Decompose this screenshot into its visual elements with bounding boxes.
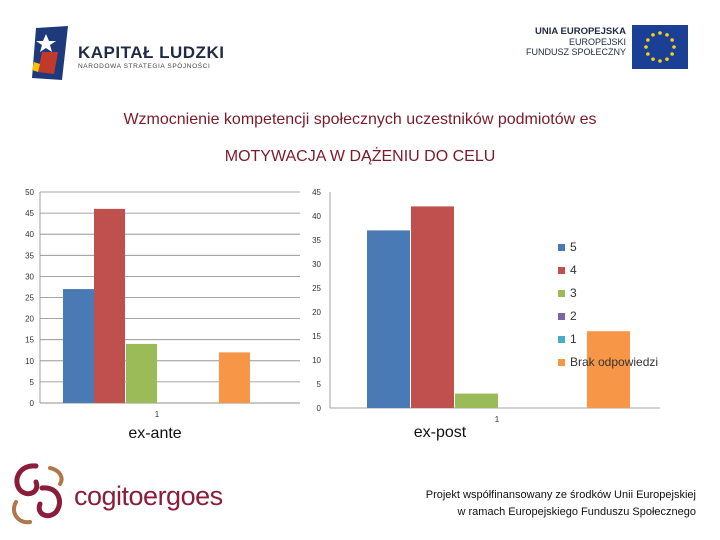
footer-note: Projekt współfinansowany ze środków Unii… — [340, 487, 696, 521]
y-tick-label: 0 — [30, 399, 35, 408]
legend-swatch — [558, 244, 565, 251]
eu-line-1: UNIA EUROPEJSKA — [535, 26, 626, 37]
y-tick-label: 5 — [317, 380, 322, 389]
y-tick-label: 25 — [312, 284, 321, 293]
legend-label: 1 — [570, 332, 577, 346]
legend-label: 3 — [570, 286, 577, 300]
y-tick-label: 25 — [25, 294, 34, 303]
y-tick-label: 15 — [25, 336, 34, 345]
logo-subtitle: NARODOWA STRATEGIA SPÓJNOŚCI — [78, 63, 211, 70]
page-title: Wzmocnienie kompetencji społecznych ucze… — [123, 111, 597, 128]
y-tick-label: 10 — [312, 356, 321, 365]
legend-label: 2 — [570, 309, 577, 323]
legend-label: Brak odpowiedzi — [570, 355, 659, 369]
y-tick-label: 45 — [25, 209, 34, 218]
y-tick-label: 20 — [25, 315, 34, 324]
legend-item: 5 — [558, 240, 678, 263]
legend-swatch — [558, 359, 565, 366]
legend-swatch — [558, 313, 565, 320]
footer-line-2: w ramach Europejskiego Funduszu Społeczn… — [457, 506, 696, 518]
x-tick-label: 1 — [495, 415, 500, 424]
bar-3 — [455, 393, 498, 408]
y-tick-label: 15 — [312, 332, 321, 341]
bar-chart-area: 051015202530354045501ex-ante051015202530… — [25, 188, 660, 442]
cogitoergoes-logo-text: cogitoergoes — [74, 481, 223, 511]
legend-label: 4 — [570, 263, 577, 277]
x-tick-label: 1 — [155, 410, 160, 419]
y-tick-label: 0 — [317, 404, 322, 413]
y-tick-label: 40 — [25, 230, 34, 239]
legend-swatch — [558, 336, 565, 343]
y-tick-label: 20 — [312, 308, 321, 317]
y-tick-label: 10 — [25, 357, 34, 366]
y-tick-label: 5 — [30, 378, 35, 387]
y-tick-label: 30 — [25, 272, 34, 281]
legend-item: Brak odpowiedzi — [558, 355, 678, 378]
x-axis-label: ex-post — [414, 424, 467, 441]
y-tick-label: 50 — [25, 188, 34, 197]
bar-brak-odpowiedzi — [219, 352, 250, 403]
legend-item: 2 — [558, 309, 678, 332]
chart-legend: 5 4 3 2 1 Brak odpowiedzi — [558, 240, 678, 378]
legend-label: 5 — [570, 240, 577, 254]
kapital-ludzki-logo — [32, 26, 68, 80]
footer-line-1: Projekt współfinansowany ze środków Unii… — [425, 489, 696, 501]
y-tick-label: 30 — [312, 260, 321, 269]
bar-3 — [126, 343, 157, 403]
bar-5 — [367, 230, 410, 408]
chart-title: MOTYWACJA W DĄŻENIU DO CELU — [224, 148, 496, 165]
bar-4 — [411, 206, 454, 408]
bar-brak-odpowiedzi — [587, 331, 630, 408]
legend-item: 3 — [558, 286, 678, 309]
y-tick-label: 35 — [312, 236, 321, 245]
cogitoergoes-logo-icon — [11, 463, 64, 525]
legend-swatch — [558, 267, 565, 274]
legend-item: 1 — [558, 332, 678, 355]
bar-4 — [94, 208, 125, 403]
eu-line-3: FUNDUSZ SPOŁECZNY — [525, 47, 626, 57]
eu-flag-icon — [632, 25, 688, 69]
y-tick-label: 35 — [25, 251, 34, 260]
eu-text-block: UNIA EUROPEJSKA EUROPEJSKI FUNDUSZ SPOŁE… — [508, 26, 626, 57]
eu-line-2: EUROPEJSKI — [568, 37, 626, 47]
y-tick-label: 40 — [312, 212, 321, 221]
bar-5 — [63, 289, 94, 403]
legend-swatch — [558, 290, 565, 297]
y-tick-label: 45 — [312, 188, 321, 197]
legend-item: 4 — [558, 263, 678, 286]
x-axis-label: ex-ante — [128, 425, 181, 442]
logo-title: KAPITAŁ LUDZKI — [78, 43, 225, 62]
